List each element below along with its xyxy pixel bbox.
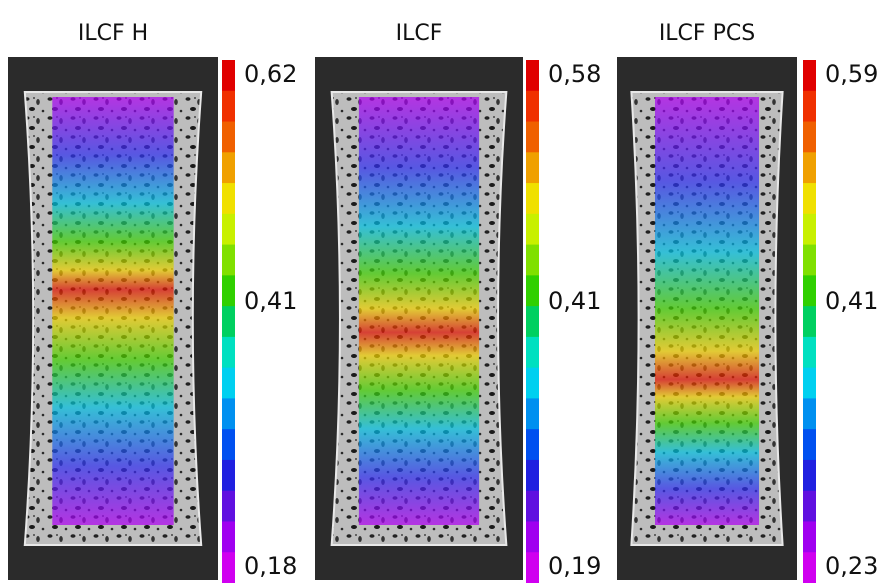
colorbar-step xyxy=(803,398,816,430)
colorbar-step xyxy=(222,521,235,553)
scale-min: 0,23 xyxy=(825,552,878,580)
colorbar-step xyxy=(222,244,235,276)
colorbar-step xyxy=(803,90,816,123)
colorbar-step xyxy=(526,152,539,184)
colorbar-step xyxy=(803,429,816,461)
scale-mid: 0,41 xyxy=(548,287,601,315)
colorbar-step xyxy=(222,183,235,215)
scale-max: 0,58 xyxy=(548,60,601,88)
colorbar-step xyxy=(526,367,539,399)
colorbar-step xyxy=(803,306,816,338)
colorbar-step xyxy=(526,121,539,153)
colorbar-step xyxy=(803,244,816,276)
colorbar-step xyxy=(803,521,816,553)
colorbar-step xyxy=(222,213,235,246)
colorbar-step xyxy=(526,60,539,92)
colorbar-step xyxy=(222,367,235,399)
colorbar-step xyxy=(803,152,816,184)
colorbar-step xyxy=(526,429,539,461)
colorbar-step xyxy=(803,552,816,583)
panel-title: ILCF xyxy=(396,21,443,46)
colorbar-step xyxy=(222,121,235,153)
colorbar-step xyxy=(222,275,235,307)
strain-overlay xyxy=(52,97,174,525)
colorbar-step xyxy=(526,521,539,553)
colorbar-step xyxy=(526,213,539,246)
colorbar-step xyxy=(526,306,539,338)
scale-max: 0,59 xyxy=(825,60,878,88)
colorbar-step xyxy=(222,490,235,522)
scale-min: 0,18 xyxy=(244,552,297,580)
scale-min: 0,19 xyxy=(548,552,601,580)
scale-max: 0,62 xyxy=(244,60,297,88)
panel-title: ILCF PCS xyxy=(659,21,755,46)
strain-overlay xyxy=(654,97,760,525)
scale-mid: 0,41 xyxy=(825,287,878,315)
colorbar-step xyxy=(803,60,816,92)
colorbar-step xyxy=(222,152,235,184)
colorbar-step xyxy=(222,552,235,583)
strain-overlay xyxy=(358,97,480,525)
colorbar-step xyxy=(526,244,539,276)
colorbar-step xyxy=(222,60,235,92)
colorbar-step xyxy=(526,183,539,215)
colorbar-step xyxy=(222,90,235,123)
colorbar-step xyxy=(222,336,235,369)
colorbar-step xyxy=(526,490,539,522)
colorbar-step xyxy=(803,213,816,246)
colorbar-step xyxy=(803,367,816,399)
colorbar-step xyxy=(526,275,539,307)
colorbar-step xyxy=(526,398,539,430)
colorbar-step xyxy=(803,275,816,307)
colorbar-step xyxy=(222,306,235,338)
colorbar-step xyxy=(526,459,539,492)
colorbar-step xyxy=(222,398,235,430)
colorbar-step xyxy=(803,183,816,215)
colorbar-step xyxy=(222,459,235,492)
colorbar-step xyxy=(803,490,816,522)
colorbar-step xyxy=(526,552,539,583)
colorbar-step xyxy=(526,336,539,369)
colorbar-step xyxy=(222,429,235,461)
scale-mid: 0,41 xyxy=(244,287,297,315)
colorbar-step xyxy=(526,90,539,123)
colorbar-step xyxy=(803,121,816,153)
colorbar-step xyxy=(803,459,816,492)
panel-title: ILCF H xyxy=(78,21,148,46)
colorbar-step xyxy=(803,336,816,369)
